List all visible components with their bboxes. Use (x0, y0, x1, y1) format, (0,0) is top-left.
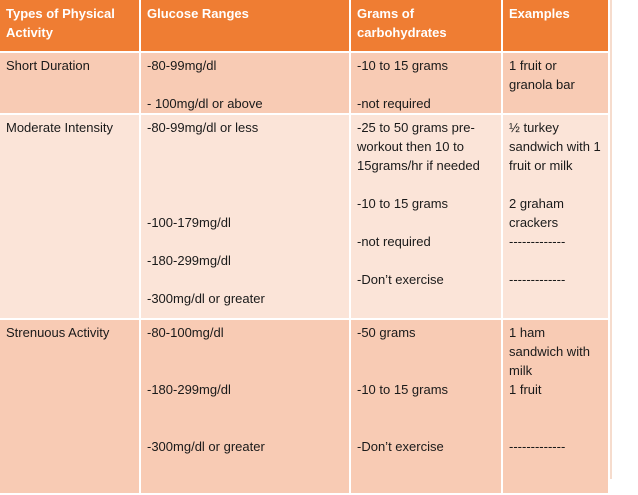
carbs-cell: -10 to 15 grams -not required (350, 52, 503, 115)
table-row: Moderate Intensity -80-99mg/dl or less -… (0, 114, 610, 320)
glucose-value: -180-299mg/dl (147, 253, 231, 268)
carbs-value: -25 to 50 grams pre-workout then 10 to 1… (357, 120, 480, 173)
activity-cell: Short Duration (0, 52, 141, 115)
activity-cell: Strenuous Activity (0, 319, 141, 495)
slide-edge-line (610, 0, 612, 479)
carbs-value: -50 grams (357, 325, 416, 340)
examples-cell: ½ turkey sandwich with 1 fruit or milk 2… (502, 114, 610, 320)
header-examples: Examples (502, 0, 610, 53)
carbs-cell: -25 to 50 grams pre-workout then 10 to 1… (350, 114, 503, 320)
header-carbohydrates: Grams of carbohydrates (350, 0, 503, 53)
carbs-value: -not required (357, 234, 431, 249)
glucose-value: -300mg/dl or greater (147, 291, 265, 306)
glucose-value: -100-179mg/dl (147, 215, 231, 230)
glucose-cell: -80-99mg/dl or less -100-179mg/dl -180-2… (140, 114, 351, 320)
carbs-value: -Don’t exercise (357, 439, 444, 454)
activity-label: Moderate Intensity (6, 120, 113, 135)
examples-cell: 1 fruit or granola bar (502, 52, 610, 115)
glucose-cell: -80-100mg/dl -180-299mg/dl -300mg/dl or … (140, 319, 351, 495)
examples-cell: 1 ham sandwich with milk 1 fruit -------… (502, 319, 610, 495)
glucose-value: -80-99mg/dl (147, 58, 217, 73)
carbs-cell: -50 grams -10 to 15 grams -Don’t exercis… (350, 319, 503, 495)
activity-label: Strenuous Activity (6, 325, 110, 340)
example-value: 1 fruit (509, 382, 542, 397)
example-value: ------------- (509, 234, 566, 249)
glucose-value: - 100mg/dl or above (147, 96, 263, 111)
carbs-value: -not required (357, 96, 431, 111)
carbs-value: -10 to 15 grams (357, 58, 449, 73)
header-activity-type: Types of Physical Activity (0, 0, 141, 53)
header-glucose-ranges: Glucose Ranges (140, 0, 351, 53)
glucose-value: -80-99mg/dl or less (147, 120, 259, 135)
activity-label: Short Duration (6, 58, 90, 73)
carbs-value: -10 to 15 grams (357, 196, 449, 211)
carbs-value: -10 to 15 grams (357, 382, 449, 397)
glucose-cell: -80-99mg/dl - 100mg/dl or above (140, 52, 351, 115)
activity-carbohydrate-table: Types of Physical Activity Glucose Range… (0, 0, 610, 495)
example-value: 1 fruit or granola bar (509, 58, 575, 92)
example-value: ------------- (509, 439, 566, 454)
example-value: ½ turkey sandwich with 1 fruit or milk (509, 120, 605, 173)
slide-margin (610, 0, 638, 479)
table-row: Strenuous Activity -80-100mg/dl -180-299… (0, 319, 610, 495)
example-value: ------------- (509, 272, 566, 287)
activity-cell: Moderate Intensity (0, 114, 141, 320)
example-value: 1 ham sandwich with milk (509, 325, 594, 378)
glucose-value: -180-299mg/dl (147, 382, 231, 397)
glucose-value: -80-100mg/dl (147, 325, 224, 340)
table-row: Short Duration -80-99mg/dl - 100mg/dl or… (0, 52, 610, 115)
glucose-value: -300mg/dl or greater (147, 439, 265, 454)
carbs-value: -Don’t exercise (357, 272, 444, 287)
header-row: Types of Physical Activity Glucose Range… (0, 0, 610, 53)
example-value: 2 graham crackers (509, 196, 568, 230)
